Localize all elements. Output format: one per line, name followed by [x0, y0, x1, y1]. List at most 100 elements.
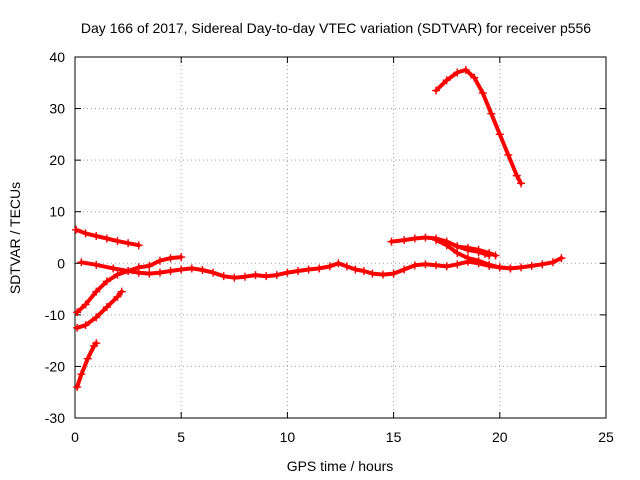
- data-point: [485, 260, 494, 269]
- data-point: [378, 270, 387, 279]
- data-point: [113, 292, 122, 301]
- data-point: [442, 262, 451, 271]
- data-point: [102, 277, 111, 286]
- data-point: [77, 258, 86, 267]
- data-point: [73, 308, 82, 317]
- data-point: [368, 269, 377, 278]
- data-point: [432, 261, 441, 270]
- y-tick-label: 40: [49, 49, 65, 65]
- data-point: [145, 261, 154, 270]
- data-point: [432, 86, 441, 95]
- data-point: [81, 300, 90, 309]
- data-point: [72, 225, 81, 234]
- data-point: [155, 268, 164, 277]
- data-point: [512, 171, 521, 180]
- x-tick-label: 5: [177, 429, 185, 445]
- data-point: [400, 265, 409, 274]
- data-point: [230, 273, 239, 282]
- y-tick-label: 20: [49, 152, 65, 168]
- series-trace-9: [453, 242, 500, 260]
- data-point: [272, 271, 281, 280]
- data-point: [113, 270, 122, 279]
- data-point: [442, 76, 451, 85]
- data-point: [117, 287, 126, 296]
- data-point: [92, 287, 101, 296]
- data-point: [155, 256, 164, 265]
- x-tick-label: 20: [492, 429, 508, 445]
- series-trace-6: [77, 254, 566, 282]
- data-point: [134, 241, 143, 250]
- data-point: [527, 261, 536, 270]
- data-point: [410, 261, 419, 270]
- data-point: [83, 354, 92, 363]
- data-layer: [72, 65, 566, 392]
- data-point: [506, 264, 515, 273]
- data-point: [342, 262, 351, 271]
- y-tick-label: -30: [45, 410, 65, 426]
- data-point: [304, 265, 313, 274]
- data-point: [504, 150, 513, 159]
- series-trace: [434, 67, 523, 186]
- data-point: [124, 239, 133, 248]
- data-point: [463, 243, 472, 252]
- data-point: [487, 109, 496, 118]
- data-point: [410, 234, 419, 243]
- series-trace-5: [73, 339, 101, 392]
- data-point: [166, 254, 175, 263]
- data-point: [491, 251, 500, 260]
- y-tick-label: -20: [45, 358, 65, 374]
- y-tick-label: -10: [45, 307, 65, 323]
- data-point: [81, 321, 90, 330]
- data-point: [283, 268, 292, 277]
- series-trace-8: [432, 236, 515, 273]
- chart-title: Day 166 of 2017, Sidereal Day-to-day VTE…: [81, 20, 591, 36]
- data-point: [124, 267, 133, 276]
- data-point: [73, 383, 82, 392]
- series-trace-4: [73, 287, 126, 332]
- y-axis-label: SDTVAR / TECUs: [7, 182, 23, 294]
- y-tick-label: 0: [57, 255, 65, 271]
- data-point: [113, 237, 122, 246]
- data-point: [177, 253, 186, 262]
- plot-frame: [74, 56, 607, 419]
- data-point: [77, 370, 86, 379]
- data-point: [334, 259, 343, 268]
- grid-lines: [75, 57, 606, 418]
- data-point: [315, 264, 324, 273]
- data-point: [187, 264, 196, 273]
- data-point: [294, 267, 303, 276]
- data-point: [461, 65, 470, 74]
- data-point: [387, 237, 396, 246]
- data-point: [495, 130, 504, 139]
- data-point: [109, 264, 118, 273]
- data-point: [485, 248, 494, 257]
- data-point: [145, 269, 154, 278]
- data-point: [262, 272, 271, 281]
- data-point: [517, 179, 526, 188]
- y-tick-label: 10: [49, 204, 65, 220]
- data-point: [92, 339, 101, 348]
- data-point: [478, 89, 487, 98]
- data-point: [251, 271, 260, 280]
- data-point: [517, 263, 526, 272]
- data-point: [359, 267, 368, 276]
- data-point: [102, 303, 111, 312]
- data-point: [421, 260, 430, 269]
- data-point: [240, 272, 249, 281]
- data-point: [432, 236, 441, 245]
- x-axis-label: GPS time / hours: [287, 458, 394, 474]
- data-point: [548, 258, 557, 267]
- x-tick-label: 15: [386, 429, 402, 445]
- data-point: [198, 265, 207, 274]
- data-point: [474, 256, 483, 265]
- data-point: [134, 268, 143, 277]
- data-point: [102, 234, 111, 243]
- x-tick-label: 25: [598, 429, 614, 445]
- series-trace: [75, 341, 99, 390]
- x-tick-label: 0: [71, 429, 79, 445]
- x-tick-label: 10: [280, 429, 296, 445]
- data-point: [73, 323, 82, 332]
- data-point: [463, 254, 472, 263]
- data-point: [538, 260, 547, 269]
